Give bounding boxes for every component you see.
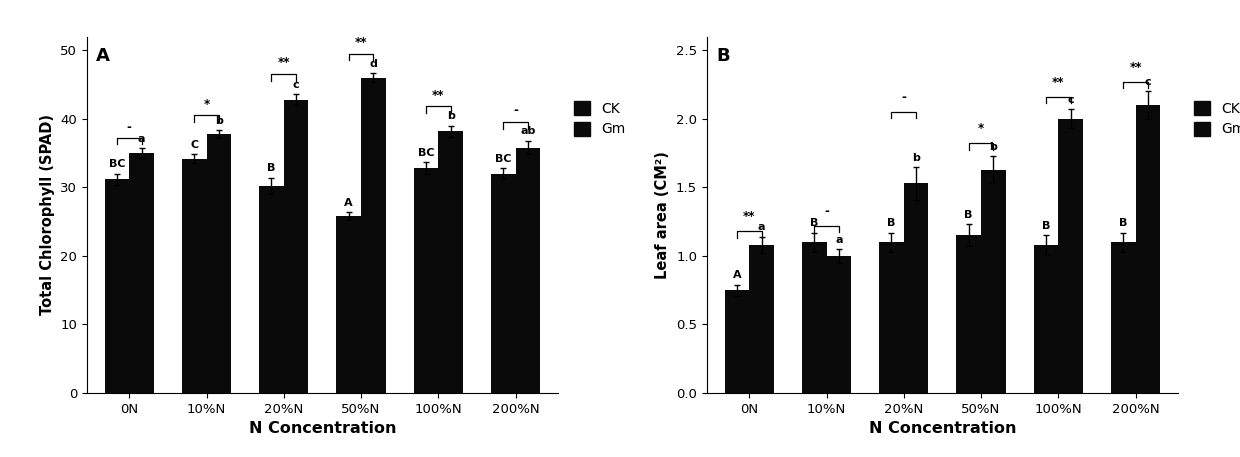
Bar (259, 186, 284, 393)
Bar (1034, 245, 1058, 393)
Text: -: - (901, 91, 906, 104)
Text: B: B (888, 218, 895, 228)
Text: B: B (268, 164, 275, 174)
X-axis label: N Concentration: N Concentration (249, 421, 396, 436)
Text: a: a (138, 134, 145, 144)
Text: **: ** (278, 57, 290, 69)
Text: c: c (293, 80, 299, 90)
Text: A: A (345, 198, 353, 208)
Text: B: B (717, 47, 730, 65)
Text: b: b (913, 153, 920, 163)
Bar (491, 174, 516, 393)
Text: **: ** (1130, 61, 1142, 74)
Bar (827, 256, 851, 393)
Text: B: B (965, 210, 973, 220)
Text: BC: BC (495, 154, 511, 164)
Legend: CK, Gm: CK, Gm (569, 97, 630, 140)
Bar (981, 170, 1006, 393)
Text: A: A (733, 271, 742, 281)
Text: B: B (1118, 218, 1127, 228)
Bar (1058, 119, 1083, 393)
Text: B: B (810, 218, 818, 228)
Text: *: * (978, 122, 985, 135)
Text: **: ** (743, 210, 755, 223)
Text: a: a (758, 223, 765, 233)
Bar (802, 242, 827, 393)
Text: **: ** (355, 36, 367, 49)
Text: BC: BC (109, 159, 125, 170)
Bar (956, 235, 981, 393)
Bar (414, 168, 438, 393)
Bar (207, 134, 231, 393)
Bar (879, 242, 904, 393)
Bar (749, 245, 774, 393)
Text: *: * (203, 98, 210, 111)
Text: b: b (990, 142, 997, 152)
Text: b: b (215, 116, 223, 126)
Text: ab: ab (521, 127, 536, 137)
Bar (438, 131, 463, 393)
Bar (336, 216, 361, 393)
Text: -: - (825, 205, 830, 218)
Bar (516, 148, 541, 393)
X-axis label: N Concentration: N Concentration (869, 421, 1016, 436)
Bar (129, 153, 154, 393)
Y-axis label: Leaf area (CM²): Leaf area (CM²) (656, 151, 671, 279)
Text: **: ** (432, 89, 444, 101)
Text: d: d (370, 58, 377, 69)
Text: A: A (97, 47, 110, 65)
Bar (284, 100, 309, 393)
Text: c: c (1145, 77, 1151, 87)
Bar (1136, 105, 1161, 393)
Text: -: - (126, 121, 131, 134)
Text: **: ** (1052, 76, 1064, 89)
Bar (724, 290, 749, 393)
Text: a: a (836, 235, 843, 245)
Bar (361, 78, 386, 393)
Bar (1111, 242, 1136, 393)
Text: b: b (446, 112, 455, 122)
Text: BC: BC (418, 148, 434, 158)
Legend: CK, Gm: CK, Gm (1189, 97, 1240, 140)
Text: C: C (190, 139, 198, 149)
Y-axis label: Total Chlorophyll (SPAD): Total Chlorophyll (SPAD) (40, 114, 55, 315)
Bar (104, 179, 129, 393)
Text: B: B (1042, 221, 1050, 231)
Text: c: c (1068, 95, 1074, 105)
Bar (904, 183, 929, 393)
Bar (182, 159, 207, 393)
Text: -: - (513, 105, 518, 117)
